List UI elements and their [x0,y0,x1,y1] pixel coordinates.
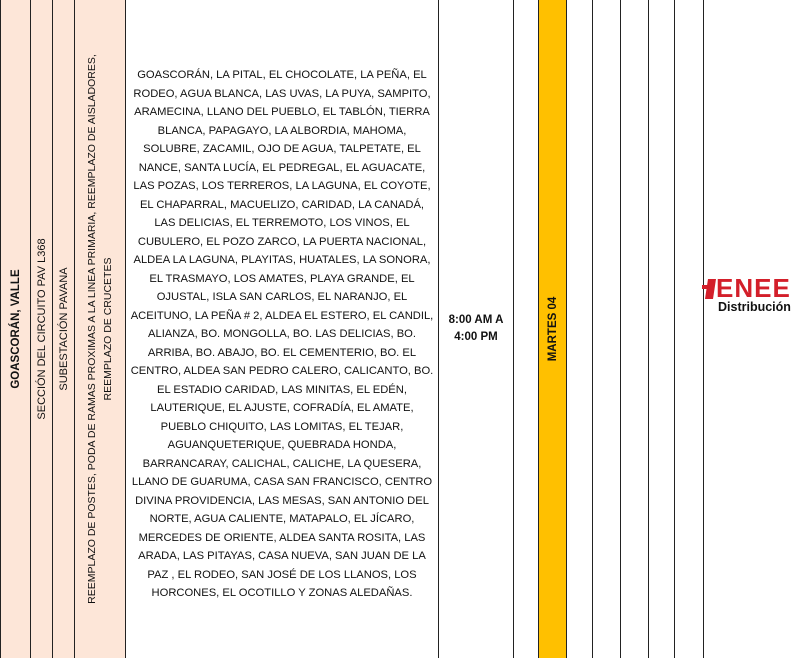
time-end: 4:00 PM [454,331,498,343]
municipality: GOASCORÁN, VALLE [9,269,22,389]
logo-subtitle: Distribución [718,300,791,314]
time-cell: 8:00 AM A 4:00 PM [438,0,513,658]
affected-areas: GOASCORÁN, LA PITAL, EL CHOCOLATE, LA PE… [130,69,434,599]
blank-cell-1 [566,0,592,658]
substation-cell: SUBESTACIÓN PAVANA [52,0,74,658]
day: MARTES 04 [546,296,559,362]
time-range: 8:00 AM A 4:00 PM [439,312,513,346]
work-description: REEMPLAZO DE POSTES, PODA DE RAMAS PROXI… [86,54,114,604]
municipality-cell: GOASCORÁN, VALLE [0,0,30,658]
enee-logo: ENEE Distribución [702,273,812,316]
circuit-section-cell: SECCIÓN DEL CIRCUITO PAV L368 [30,0,52,658]
spacer-cell [513,0,538,658]
day-cell: MARTES 04 [538,0,566,658]
enee-logo-mark-icon [702,279,716,299]
blank-cell-3 [620,0,648,658]
substation: SUBESTACIÓN PAVANA [57,267,70,391]
logo-brand: ENEE [716,273,791,303]
work-description-cell: REEMPLAZO DE POSTES, PODA DE RAMAS PROXI… [74,0,125,658]
outage-table-row: GOASCORÁN, VALLE SECCIÓN DEL CIRCUITO PA… [0,0,704,658]
blank-cell-5 [674,0,704,658]
blank-cell-2 [592,0,620,658]
time-start: 8:00 AM A [448,314,504,326]
blank-cell-4 [648,0,674,658]
circuit-section: SECCIÓN DEL CIRCUITO PAV L368 [35,238,48,420]
affected-areas-cell: GOASCORÁN, LA PITAL, EL CHOCOLATE, LA PE… [125,0,438,658]
